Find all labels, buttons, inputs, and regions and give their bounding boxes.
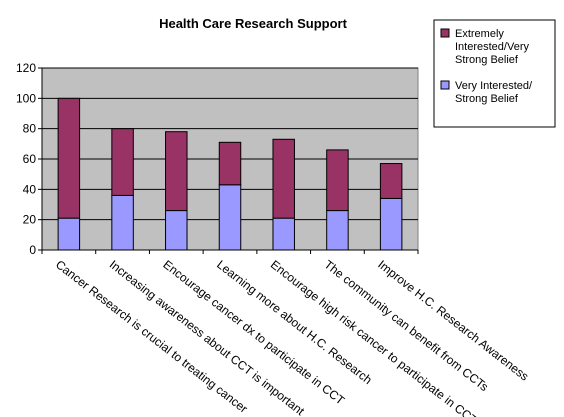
legend-label: Extremely Interested/Very Strong Belief	[455, 28, 529, 66]
legend: Extremely Interested/Very Strong BeliefVer…	[433, 19, 556, 128]
bar-segment-series-0	[272, 217, 295, 251]
bar-segment-series-1	[272, 138, 295, 219]
y-tick-label: 80	[23, 122, 37, 136]
bar-segment-series-1	[111, 128, 134, 196]
legend-label: Very Interested/Strong Belief	[455, 80, 533, 105]
y-tick-label: 20	[23, 213, 37, 227]
bar-segment-series-0	[57, 217, 81, 251]
bar-segment-series-1	[379, 163, 403, 199]
x-category-label: Encourage high risk cancer to participat…	[268, 257, 481, 417]
bars	[57, 97, 403, 251]
legend-swatch	[440, 80, 450, 90]
bar-segment-series-1	[326, 149, 349, 212]
bar-segment-series-1	[165, 131, 188, 212]
x-category-labels: Cancer Research is crucial to treating c…	[53, 257, 531, 417]
bar-segment-series-0	[111, 194, 134, 251]
x-category-label: Increasing awareness about CCT is import…	[107, 257, 308, 417]
legend-label-line: Strong Belief	[455, 93, 519, 105]
bar-segment-series-0	[165, 210, 188, 251]
y-tick-label: 120	[16, 61, 36, 75]
bar-segment-series-1	[57, 97, 81, 219]
legend-label-line: Interested/Very	[455, 41, 529, 53]
y-tick-label: 40	[23, 182, 37, 196]
legend-label-line: Very Interested/	[455, 80, 533, 92]
axes	[38, 67, 419, 254]
x-category-label: Cancer Research is crucial to treating c…	[53, 257, 250, 415]
legend-label-line: Extremely	[455, 28, 504, 40]
bar-segment-series-0	[218, 184, 242, 251]
bar-segment-series-0	[379, 197, 403, 251]
gridlines	[42, 67, 418, 221]
bar-segment-series-1	[218, 141, 242, 186]
bar-segment-series-0	[326, 210, 349, 251]
legend-label-line: Strong Belief	[455, 54, 519, 66]
legend-swatch	[440, 28, 450, 38]
y-tick-label: 60	[23, 152, 37, 166]
y-tick-label: 0	[29, 243, 36, 257]
legend-box	[433, 19, 556, 128]
chart-title: Health Care Research Support	[159, 16, 348, 31]
y-tick-labels: 0 20 40 60 80 100 120	[16, 61, 36, 257]
y-tick-label: 100	[16, 91, 36, 105]
